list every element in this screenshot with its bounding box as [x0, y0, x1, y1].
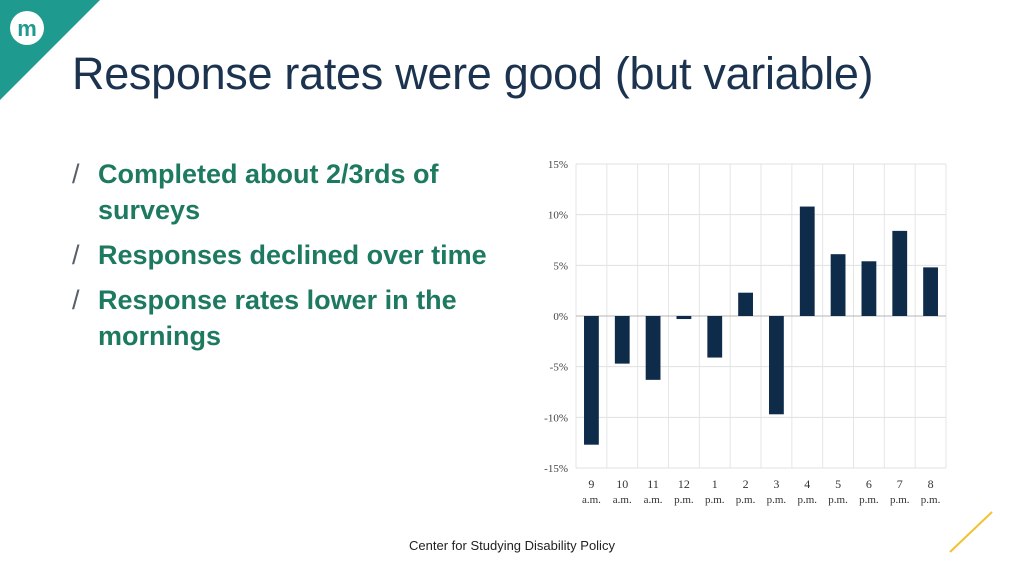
y-tick-label: -15% — [544, 463, 568, 475]
bar-9-am — [584, 316, 599, 445]
bar-10-am — [614, 316, 630, 364]
x-tick-period-label: p.m. — [890, 494, 910, 506]
response-rate-bar-chart: 15%10%5%0%-5%-10%-15%9a.m.10a.m.11a.m.12… — [544, 159, 947, 506]
brand-logo-circle — [10, 11, 44, 45]
y-tick-label: -5% — [550, 362, 568, 374]
bullet-slash-icon: / — [72, 240, 80, 270]
bullet-item: / Response rates lower in the mornings — [72, 282, 492, 354]
footer-text: Center for Studying Disability Policy — [409, 538, 615, 553]
y-tick-label: -10% — [544, 412, 568, 424]
bar-2-pm — [738, 292, 753, 316]
x-tick-period-label: p.m. — [859, 494, 879, 506]
bullet-text: Completed about 2/3rds of surveys — [98, 159, 439, 225]
brand-logo: m — [0, 0, 100, 100]
x-tick-period-label: p.m. — [921, 494, 941, 506]
x-tick-hour-label: 11 — [647, 477, 659, 491]
bullet-slash-icon: / — [72, 159, 80, 189]
bar-8-pm — [923, 267, 938, 316]
x-tick-hour-label: 6 — [866, 477, 872, 491]
x-tick-period-label: p.m. — [705, 494, 725, 506]
x-tick-period-label: p.m. — [674, 494, 694, 506]
bar-1-pm — [707, 316, 723, 358]
bar-3-pm — [769, 316, 784, 415]
x-tick-hour-label: 10 — [616, 477, 628, 491]
bullet-list: / Completed about 2/3rds of surveys / Re… — [72, 156, 492, 363]
x-tick-period-label: a.m. — [613, 494, 632, 506]
bar-12-pm — [676, 316, 692, 320]
bar-5-pm — [830, 254, 846, 316]
x-tick-period-label: p.m. — [767, 494, 787, 506]
y-tick-label: 0% — [553, 311, 568, 323]
x-tick-hour-label: 1 — [712, 477, 718, 491]
y-tick-label: 15% — [548, 159, 568, 171]
bullet-item: / Responses declined over time — [72, 237, 492, 273]
x-tick-hour-label: 7 — [897, 477, 903, 491]
x-tick-hour-label: 2 — [743, 477, 749, 491]
x-tick-period-label: p.m. — [797, 494, 817, 506]
y-tick-label: 5% — [553, 260, 568, 272]
x-tick-hour-label: 8 — [928, 477, 934, 491]
x-tick-hour-label: 3 — [773, 477, 779, 491]
bar-7-pm — [892, 230, 908, 316]
x-tick-hour-label: 5 — [835, 477, 841, 491]
bar-4-pm — [799, 206, 815, 316]
y-tick-label: 10% — [548, 210, 568, 222]
x-tick-period-label: p.m. — [736, 494, 756, 506]
x-tick-period-label: a.m. — [582, 494, 601, 506]
x-tick-hour-label: 12 — [678, 477, 690, 491]
bar-6-pm — [861, 261, 877, 316]
x-tick-hour-label: 9 — [588, 477, 594, 491]
bar-11-am — [645, 316, 661, 380]
brand-logo-letter: m — [17, 16, 37, 41]
x-tick-period-label: p.m. — [828, 494, 848, 506]
bullet-slash-icon: / — [72, 285, 80, 315]
bullet-item: / Completed about 2/3rds of surveys — [72, 156, 492, 228]
bullet-text: Responses declined over time — [98, 240, 487, 270]
x-tick-hour-label: 4 — [804, 477, 810, 491]
accent-line-decoration — [949, 511, 993, 553]
bullet-text: Response rates lower in the mornings — [98, 285, 457, 351]
x-tick-period-label: a.m. — [644, 494, 663, 506]
slide-title: Response rates were good (but variable) — [72, 48, 874, 99]
